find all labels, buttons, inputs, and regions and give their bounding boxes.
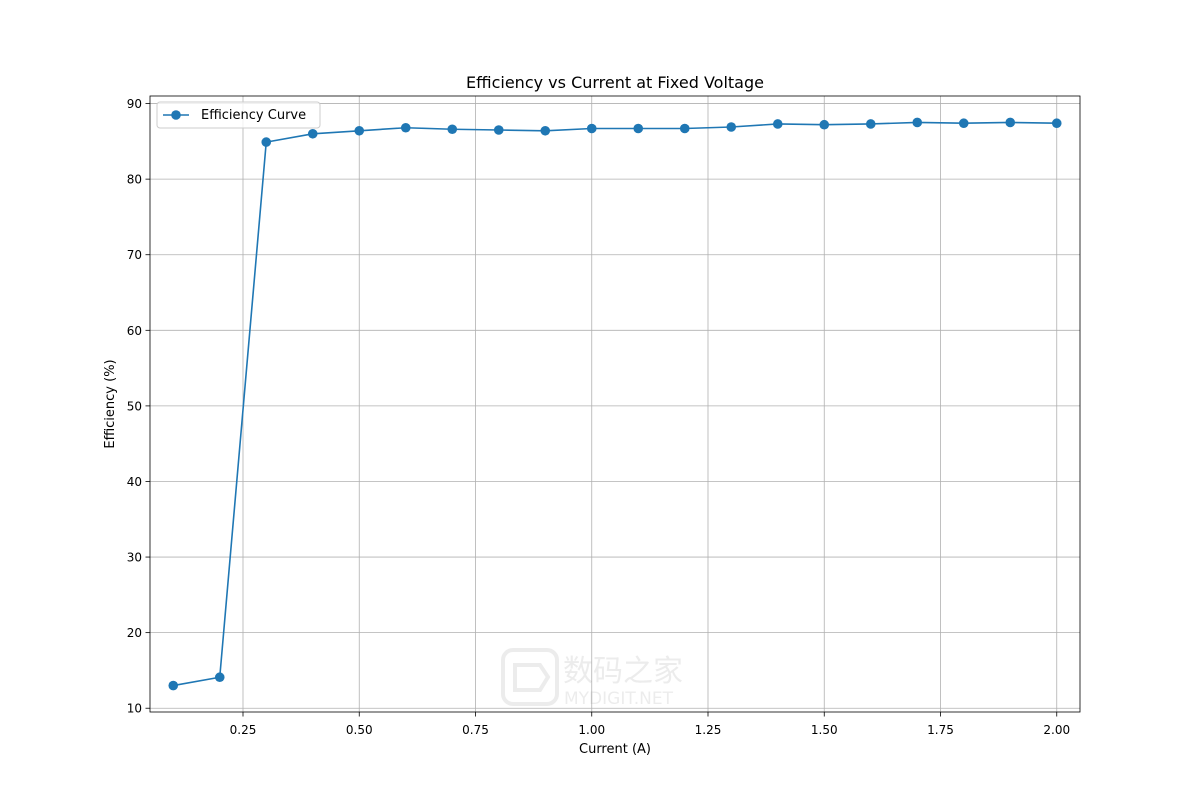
series-layer — [168, 117, 1062, 691]
data-point — [726, 122, 737, 132]
watermark-text: 数码之家 — [563, 654, 683, 689]
x-tick-label: 2.00 — [1043, 723, 1070, 737]
data-point — [865, 119, 876, 129]
axes-frame — [149, 95, 1081, 713]
x-axis-label: Current (A) — [579, 742, 651, 757]
data-point — [307, 128, 318, 139]
y-tick-label: 50 — [127, 399, 142, 413]
x-tick-label: 1.25 — [695, 723, 722, 737]
axes: 0.25 0.50 0.75 1.00 1.25 1.50 1.75 2.00 10 20 30 40… — [127, 95, 1081, 737]
watermark-subtext: MYDIGIT.NET — [564, 689, 674, 709]
x-tick-label: 1.00 — [578, 723, 605, 737]
data-point — [679, 123, 690, 134]
data-point — [1051, 118, 1062, 129]
data-point — [354, 125, 365, 136]
data-point — [540, 125, 551, 136]
legend-label: Efficiency Curve — [201, 108, 306, 123]
series-line — [173, 121, 1057, 687]
y-tick-label: 80 — [127, 173, 142, 187]
y-tick-label: 10 — [127, 702, 142, 716]
grid-lines — [150, 96, 1080, 712]
data-point — [447, 124, 458, 135]
data-point — [958, 118, 969, 129]
data-point — [912, 117, 923, 128]
data-point — [400, 122, 411, 133]
x-tick-label: 1.50 — [811, 723, 838, 737]
y-tick-label: 30 — [127, 551, 142, 565]
x-tick-label: 1.75 — [927, 723, 954, 737]
watermark: 数码之家 MYDIGIT.NET — [501, 648, 683, 709]
data-point — [819, 119, 830, 130]
x-tick-label: 0.25 — [230, 723, 257, 737]
y-tick-label: 70 — [127, 248, 142, 262]
y-tick-label: 20 — [127, 626, 142, 640]
data-point — [586, 123, 597, 134]
data-point — [772, 119, 783, 129]
y-axis-label: Efficiency (%) — [103, 359, 118, 448]
watermark-logo-icon — [501, 648, 559, 706]
data-point — [493, 125, 504, 135]
x-tick-label: 0.75 — [462, 723, 489, 737]
chart-title: Efficiency vs Current at Fixed Voltage — [466, 73, 764, 92]
data-point — [214, 672, 225, 683]
data-point — [261, 137, 272, 147]
data-point — [633, 123, 644, 134]
legend: Efficiency Curve — [156, 101, 321, 129]
y-tick-label: 40 — [127, 475, 142, 489]
x-tick-label: 0.50 — [346, 723, 373, 737]
plot-area — [150, 96, 1080, 712]
y-tick-label: 90 — [127, 97, 142, 111]
data-point — [168, 680, 179, 691]
data-point — [1005, 117, 1016, 128]
legend-marker-swatch — [171, 110, 181, 120]
legend-box — [156, 101, 321, 129]
y-tick-label: 60 — [127, 324, 142, 338]
